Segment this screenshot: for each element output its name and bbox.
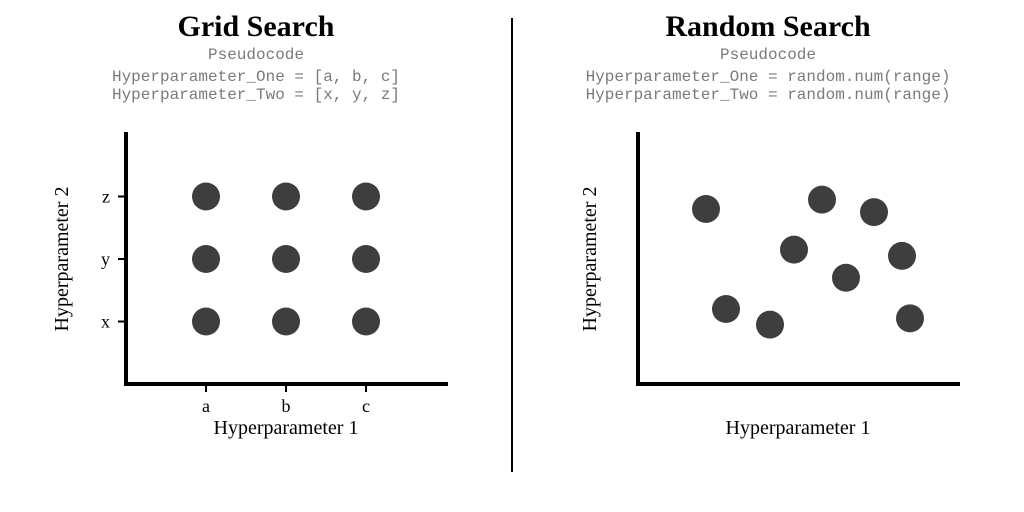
left-subtitle: Pseudocode bbox=[208, 46, 304, 64]
data-point bbox=[808, 186, 836, 214]
data-point bbox=[860, 198, 888, 226]
data-point bbox=[692, 195, 720, 223]
data-point bbox=[832, 264, 860, 292]
vertical-divider bbox=[511, 18, 513, 472]
grid-search-chart: a b c x y z Hyperparameter 1 Hyperparameter 2 bbox=[46, 124, 466, 444]
y-axis-label: Hyperparameter 2 bbox=[579, 187, 601, 332]
random-search-chart: Hyperparameter 1 Hyperparameter 2 bbox=[558, 124, 978, 444]
x-tick-label: a bbox=[202, 396, 210, 416]
data-point bbox=[896, 304, 924, 332]
diagram-container: Grid Search Pseudocode Hyperparameter_On… bbox=[0, 0, 1024, 512]
left-code-2: Hyperparameter_Two = [x, y, z] bbox=[112, 86, 400, 104]
right-title: Random Search bbox=[665, 10, 870, 44]
data-point bbox=[192, 308, 220, 336]
left-chart-wrap: a b c x y z Hyperparameter 1 Hyperparameter 2 bbox=[20, 124, 492, 444]
x-tick-label: b bbox=[282, 396, 291, 416]
right-code-2: Hyperparameter_Two = random.num(range) bbox=[586, 86, 951, 104]
left-code-1: Hyperparameter_One = [a, b, c] bbox=[112, 68, 400, 86]
data-point bbox=[780, 236, 808, 264]
right-panel: Random Search Pseudocode Hyperparameter_… bbox=[512, 0, 1024, 512]
right-code-1: Hyperparameter_One = random.num(range) bbox=[586, 68, 951, 86]
data-point bbox=[756, 311, 784, 339]
data-point bbox=[352, 245, 380, 273]
right-chart-wrap: Hyperparameter 1 Hyperparameter 2 bbox=[532, 124, 1004, 444]
y-tick-label: y bbox=[101, 249, 110, 269]
data-point bbox=[352, 308, 380, 336]
y-tick-label: z bbox=[102, 187, 110, 207]
left-title: Grid Search bbox=[178, 10, 335, 44]
right-subtitle: Pseudocode bbox=[720, 46, 816, 64]
data-point bbox=[192, 245, 220, 273]
data-point bbox=[192, 183, 220, 211]
data-point bbox=[712, 295, 740, 323]
y-tick-label: x bbox=[101, 312, 110, 332]
data-point bbox=[272, 245, 300, 273]
data-point bbox=[272, 183, 300, 211]
data-point bbox=[272, 308, 300, 336]
left-panel: Grid Search Pseudocode Hyperparameter_On… bbox=[0, 0, 512, 512]
x-tick-label: c bbox=[362, 396, 370, 416]
x-axis-label: Hyperparameter 1 bbox=[726, 417, 871, 439]
x-axis-label: Hyperparameter 1 bbox=[214, 417, 359, 439]
data-point bbox=[352, 183, 380, 211]
data-point bbox=[888, 242, 916, 270]
y-axis-label: Hyperparameter 2 bbox=[51, 187, 73, 332]
